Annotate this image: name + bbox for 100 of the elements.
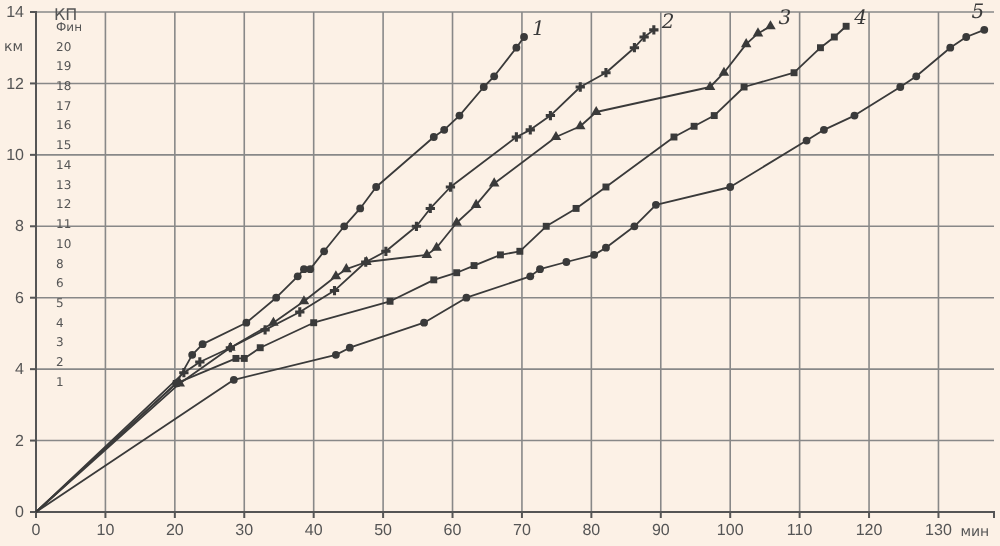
series-label: 5 [971,1,985,24]
y-tick-label: 2 [15,431,26,450]
point [445,182,456,192]
point [575,82,585,92]
x-tick-label: 10 [96,521,116,540]
y-tick-label: 12 [6,74,26,93]
point [331,350,340,359]
y-tick-label: 8 [15,217,26,236]
point [490,72,499,81]
point [488,177,500,187]
point [440,125,449,134]
point [470,198,482,208]
x-tick-label: 30 [235,521,255,540]
point [340,222,349,231]
point [411,221,422,231]
point [639,32,649,42]
point [381,246,391,256]
point [726,183,735,191]
point [842,22,850,30]
point [330,270,342,280]
series-label: 3 [778,8,792,31]
point [293,272,302,281]
x-tick-label: 60 [443,521,463,540]
point [242,318,251,327]
point [462,293,471,302]
series-label: 2 [659,11,675,34]
point [320,247,328,256]
point [690,122,698,130]
point [896,83,905,91]
point [946,43,955,52]
point [430,276,438,284]
point [542,222,550,230]
point [425,203,435,214]
point [752,27,764,37]
x-tick-label: 100 [716,521,745,540]
point [188,350,197,359]
point [295,307,305,317]
y-tick-label: 10 [6,145,26,164]
y-tick-label: 0 [15,503,26,522]
point [590,250,599,259]
point [516,247,524,255]
point [816,44,824,52]
point [431,241,442,251]
point [850,111,859,120]
series-label: 1 [532,19,545,41]
point [602,243,610,252]
point [341,263,352,273]
point [451,216,462,226]
point [511,132,522,142]
x-tick-label: 50 [374,521,394,540]
y2-axis-title: КП [54,6,78,24]
x-tick-label: 70 [513,521,532,540]
point [912,72,921,81]
point [429,133,438,141]
point [329,285,340,296]
point [256,344,264,352]
point [704,80,716,91]
point [962,33,971,41]
x-tick-label: 20 [165,521,185,540]
point [572,204,580,212]
point [372,183,381,191]
point [562,258,571,266]
point [574,120,586,130]
x-tick-label: 90 [651,521,671,540]
point [232,354,240,362]
point [630,222,639,231]
x-tick-label: 110 [786,521,814,540]
point [345,343,354,352]
point [455,111,464,120]
point [629,43,640,53]
point [272,293,281,302]
point [590,105,602,116]
point [740,38,752,48]
x-tick-label: 120 [855,521,884,540]
x-tick-label: 80 [582,521,602,540]
point [356,204,365,213]
point [525,125,535,135]
point [240,354,248,362]
x-tick-label: 40 [304,521,324,540]
point [790,69,798,77]
x-tick-label: 0 [31,521,42,540]
y-tick-label: 6 [15,288,26,307]
point [496,251,504,259]
point [453,269,461,277]
point [479,83,488,91]
point [536,265,544,274]
point [820,125,828,134]
point [526,272,535,281]
point [268,316,279,326]
point [550,130,562,141]
x-tick-label: 130 [925,521,953,540]
point [195,357,205,367]
point [520,33,528,41]
point [601,68,611,78]
point [512,43,521,52]
point [179,368,189,378]
point [718,66,730,76]
point [420,318,428,327]
point [306,265,315,274]
point [765,20,776,30]
